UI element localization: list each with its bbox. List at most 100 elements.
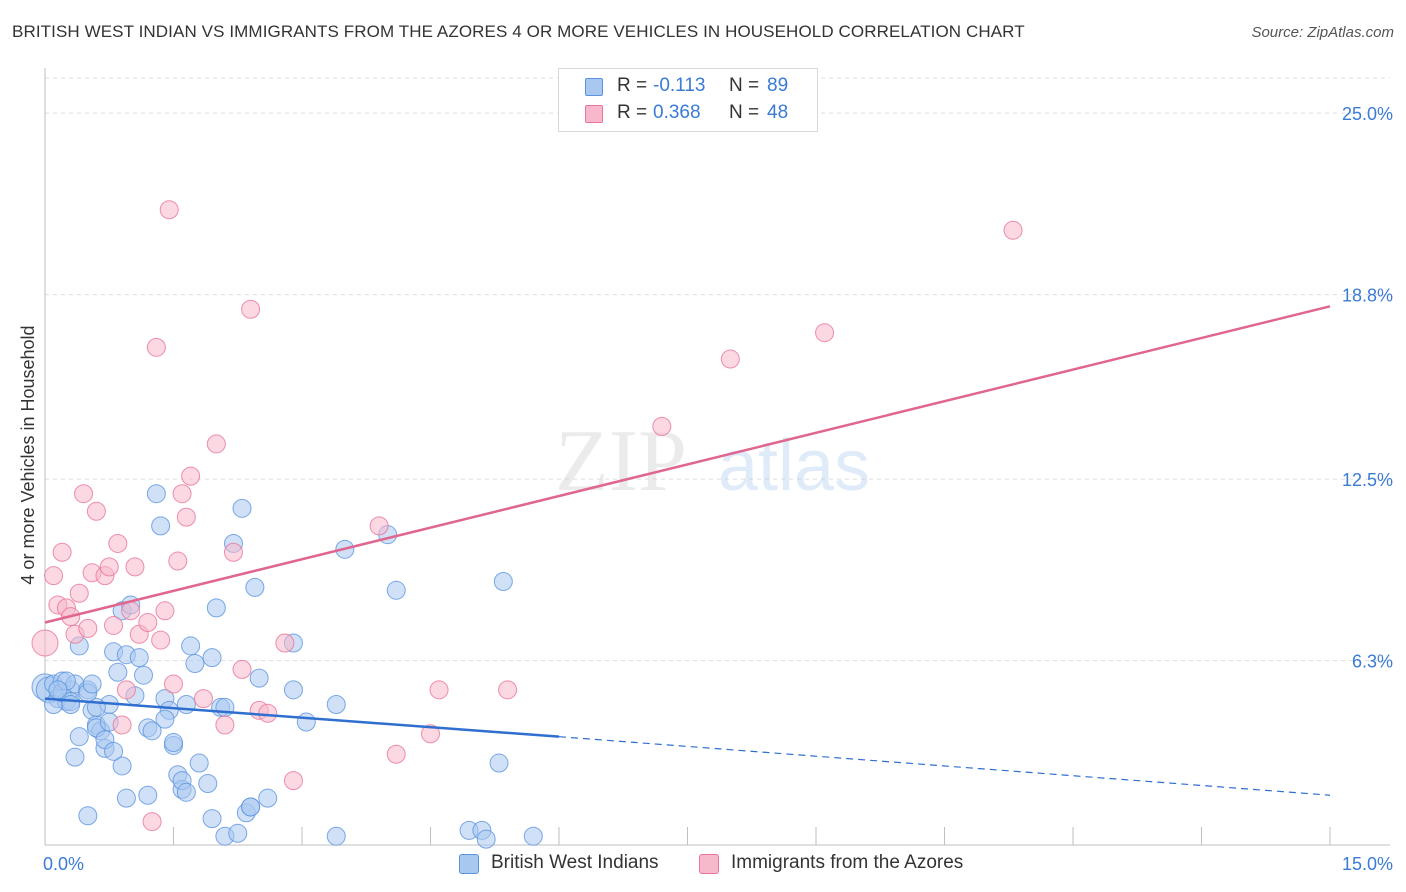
data-point xyxy=(129,648,149,668)
data-point xyxy=(146,337,166,357)
legend-swatch-blue xyxy=(585,78,603,96)
data-point xyxy=(31,629,59,657)
data-point xyxy=(78,806,98,826)
data-point xyxy=(206,434,226,454)
data-point xyxy=(69,583,89,603)
data-point xyxy=(164,733,183,753)
data-point xyxy=(1003,220,1023,240)
data-point xyxy=(386,744,406,764)
data-point xyxy=(386,580,406,600)
data-point xyxy=(78,618,98,638)
data-point xyxy=(138,785,158,805)
data-point xyxy=(223,542,243,562)
data-point xyxy=(69,727,89,747)
data-point xyxy=(125,557,145,577)
trendline-blue xyxy=(44,697,560,738)
data-point xyxy=(159,200,179,220)
data-point xyxy=(151,516,171,536)
data-point xyxy=(82,674,102,694)
data-point xyxy=(176,782,196,802)
data-point xyxy=(48,680,68,700)
legend-n-value: 48 xyxy=(767,102,789,123)
data-point xyxy=(181,636,201,656)
data-point xyxy=(155,601,175,621)
legend-n-label: N = xyxy=(729,102,760,123)
trendlines xyxy=(44,305,1331,796)
legend-n-value: 89 xyxy=(767,75,789,96)
x-tick-label: 0.0% xyxy=(43,854,84,874)
data-point xyxy=(215,715,235,735)
data-point xyxy=(326,826,346,846)
data-point xyxy=(176,507,196,527)
bottom-legend-label-blue: British West Indians xyxy=(491,852,659,873)
data-point xyxy=(429,680,449,700)
trendline-pink xyxy=(44,305,1331,624)
data-point xyxy=(228,823,248,843)
data-point xyxy=(421,724,440,744)
axes xyxy=(44,68,1390,846)
bottom-legend-swatch-pink xyxy=(699,854,719,874)
data-point xyxy=(215,697,235,717)
data-point xyxy=(296,712,316,732)
data-point xyxy=(52,542,72,562)
data-point xyxy=(476,829,496,849)
legend-r-label: R = xyxy=(617,102,648,123)
series-immigrants-azores xyxy=(31,200,1023,832)
data-point xyxy=(202,648,222,668)
legend-r-label: R = xyxy=(617,75,648,96)
data-point xyxy=(498,680,518,700)
data-point xyxy=(241,299,261,319)
data-point xyxy=(104,741,124,761)
data-point xyxy=(283,771,303,791)
legend-n-label: N = xyxy=(729,75,760,96)
data-point xyxy=(326,694,346,714)
data-point xyxy=(249,668,269,688)
data-point xyxy=(489,753,509,773)
data-point xyxy=(74,484,94,504)
data-point xyxy=(164,674,183,694)
data-point xyxy=(245,577,265,597)
data-point xyxy=(134,665,154,685)
data-point xyxy=(44,566,64,586)
data-point xyxy=(258,788,278,808)
y-tick-label: 6.3% xyxy=(1352,652,1393,672)
data-point xyxy=(185,653,205,673)
data-point xyxy=(65,747,85,767)
data-point xyxy=(232,498,252,518)
data-point xyxy=(241,797,261,817)
data-point xyxy=(151,630,171,650)
x-tick-labels: 0.0% 15.0% xyxy=(43,854,1393,874)
data-point xyxy=(146,484,166,504)
data-point xyxy=(108,533,128,553)
data-point xyxy=(232,659,252,679)
x-tick-label: 15.0% xyxy=(1342,854,1393,874)
data-point xyxy=(168,551,188,571)
y-axis-label: 4 or more Vehicles in Household xyxy=(18,325,38,584)
data-point xyxy=(112,756,132,776)
data-point xyxy=(112,715,132,735)
trendline-blue-extrapolated xyxy=(558,736,1331,796)
data-point xyxy=(283,680,303,700)
correlation-legend: R = -0.113 N = 89 R = 0.368 N = 48 xyxy=(558,68,818,132)
data-point xyxy=(155,709,175,729)
data-point xyxy=(275,633,295,653)
data-point xyxy=(86,501,106,521)
data-point xyxy=(523,826,543,846)
data-point xyxy=(652,416,672,436)
data-point xyxy=(202,809,222,829)
data-point xyxy=(104,615,124,635)
data-point xyxy=(493,572,513,592)
data-point xyxy=(206,598,226,618)
y-tick-label: 25.0% xyxy=(1342,104,1393,124)
legend-swatch-pink xyxy=(585,105,603,123)
legend-r-value: 0.368 xyxy=(653,102,701,123)
data-point xyxy=(121,601,141,621)
data-point xyxy=(99,557,119,577)
data-point xyxy=(61,694,81,714)
data-point xyxy=(172,484,192,504)
watermark: ZIP atlas xyxy=(555,413,870,510)
bottom-legend-swatch-blue xyxy=(459,854,479,874)
y-tick-label: 12.5% xyxy=(1342,470,1393,490)
series-british-west-indians xyxy=(31,484,543,849)
